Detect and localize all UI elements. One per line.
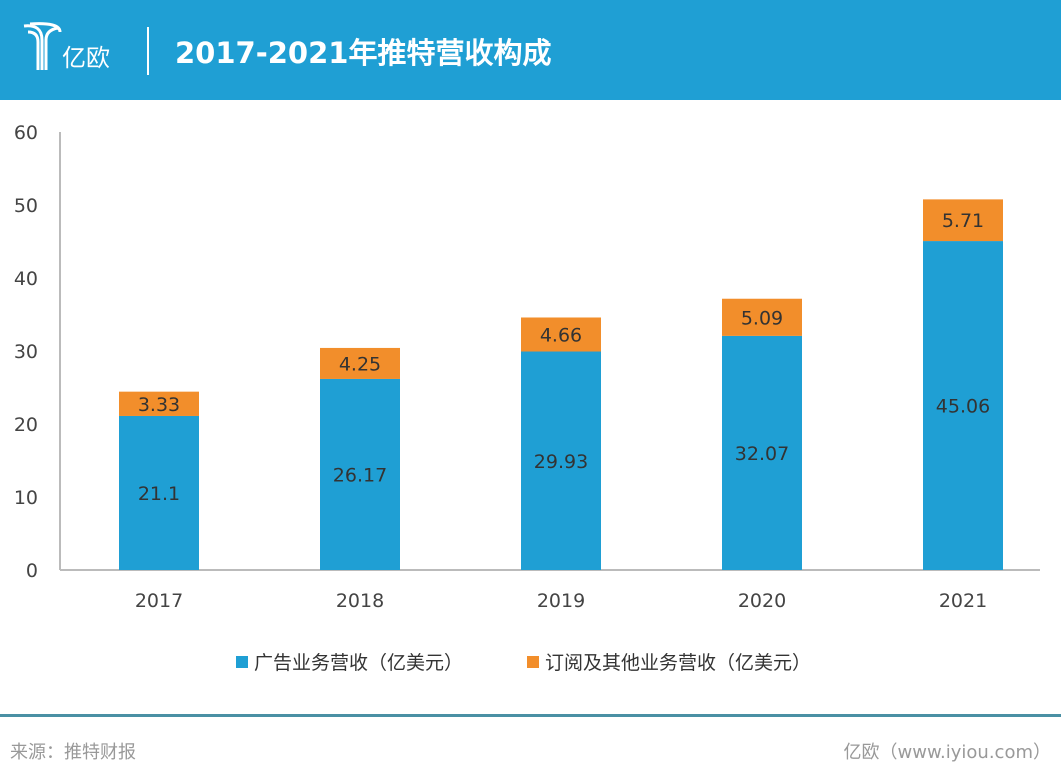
chart-title: 2017-2021年推特营收构成 [175, 36, 552, 70]
data-label: 21.1 [138, 483, 180, 505]
data-label: 26.17 [333, 464, 387, 486]
y-tick-label: 60 [14, 122, 38, 144]
bar-advertising [320, 378, 400, 570]
data-label: 5.71 [942, 210, 984, 232]
data-label: 5.09 [741, 307, 783, 329]
data-label: 4.25 [339, 353, 381, 375]
x-tick-label: 2017 [135, 590, 183, 612]
x-tick-label: 2019 [537, 590, 585, 612]
data-label: 3.33 [138, 394, 180, 416]
bar-subscription [521, 317, 601, 352]
data-label: 32.07 [735, 443, 789, 465]
footer-divider [0, 714, 1061, 717]
bar-advertising [722, 335, 802, 570]
y-tick-label: 30 [14, 341, 38, 363]
y-tick-label: 0 [26, 560, 38, 582]
y-tick-label: 10 [14, 487, 38, 509]
data-label: 45.06 [936, 396, 990, 418]
bar-subscription [320, 347, 400, 379]
logo-text: 亿欧 [62, 44, 110, 72]
bar-advertising [119, 415, 199, 570]
bar-subscription [923, 199, 1003, 242]
legend-swatch [527, 656, 539, 668]
bar-subscription [722, 298, 802, 336]
y-tick-label: 50 [14, 195, 38, 217]
data-label: 29.93 [534, 451, 588, 473]
x-tick-label: 2021 [939, 590, 987, 612]
legend-label: 广告业务营收（亿美元） [254, 652, 463, 674]
y-tick-label: 20 [14, 414, 38, 436]
source-note: 来源：推特财报 [10, 742, 136, 763]
y-tick-label: 40 [14, 268, 38, 290]
x-tick-label: 2018 [336, 590, 384, 612]
header-divider [147, 27, 149, 75]
data-label: 4.66 [540, 325, 582, 347]
header-banner: 亿欧 2017-2021年推特营收构成 [0, 0, 1061, 100]
legend-swatch [236, 656, 248, 668]
bar-advertising [923, 241, 1003, 570]
legend-label: 订阅及其他业务营收（亿美元） [545, 652, 811, 674]
stacked-bar-chart: 0 10 20 30 40 50 60 21.1 3.33 2017 26.17 4.25 2018 29… [14, 122, 1040, 674]
bar-advertising [521, 351, 601, 570]
credit-note: 亿欧（www.iyiou.com） [843, 742, 1051, 763]
x-tick-label: 2020 [738, 590, 786, 612]
yiou-logo-icon [23, 22, 62, 70]
bar-subscription [119, 391, 199, 416]
